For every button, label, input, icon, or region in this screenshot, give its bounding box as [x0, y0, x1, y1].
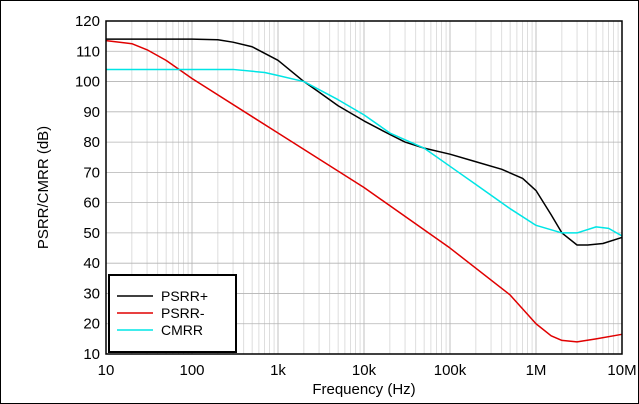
y-tick-label: 80 [83, 134, 100, 151]
series-line-cmrr [106, 68, 623, 237]
y-axis-tick-labels: 10 20 30 40 50 60 70 80 90 100 110 120 [75, 13, 100, 363]
legend-label-psrr: PSRR- [161, 305, 205, 321]
y-tick-label: 50 [83, 225, 100, 242]
y-tick-label: 10 [83, 346, 100, 363]
x-tick-label: 1M [526, 362, 547, 379]
y-tick-label: 30 [83, 285, 100, 302]
series-line-psrr [105, 39, 623, 343]
legend: PSRR+PSRR-CMRR [108, 274, 237, 353]
series-group [105, 38, 623, 343]
x-tick-label: 1k [270, 362, 286, 379]
legend-label-cmrr: CMRR [161, 322, 203, 338]
legend-label-psrr: PSRR+ [161, 288, 208, 304]
x-axis-tick-labels: 10 100 1k 10k 100k 1M 10M [98, 362, 637, 379]
y-tick-label: 100 [75, 74, 100, 91]
y-tick-label: 120 [75, 13, 100, 30]
y-tick-label: 90 [83, 104, 100, 121]
y-axis-title: PSRR/CMRR (dB) [35, 126, 52, 249]
x-tick-label: 100 [179, 362, 204, 379]
x-tick-label: 10 [98, 362, 115, 379]
y-tick-label: 40 [83, 255, 100, 272]
x-tick-label: 10k [352, 362, 377, 379]
y-tick-label: 20 [83, 316, 100, 333]
x-axis-title: Frequency (Hz) [312, 381, 415, 398]
y-tick-label: 70 [83, 164, 100, 181]
plot-area-border [105, 20, 623, 355]
y-tick-label: 60 [83, 195, 100, 212]
y-tick-label: 110 [76, 43, 100, 60]
x-tick-label: 100k [434, 362, 467, 379]
x-tick-label: 10M [607, 362, 636, 379]
